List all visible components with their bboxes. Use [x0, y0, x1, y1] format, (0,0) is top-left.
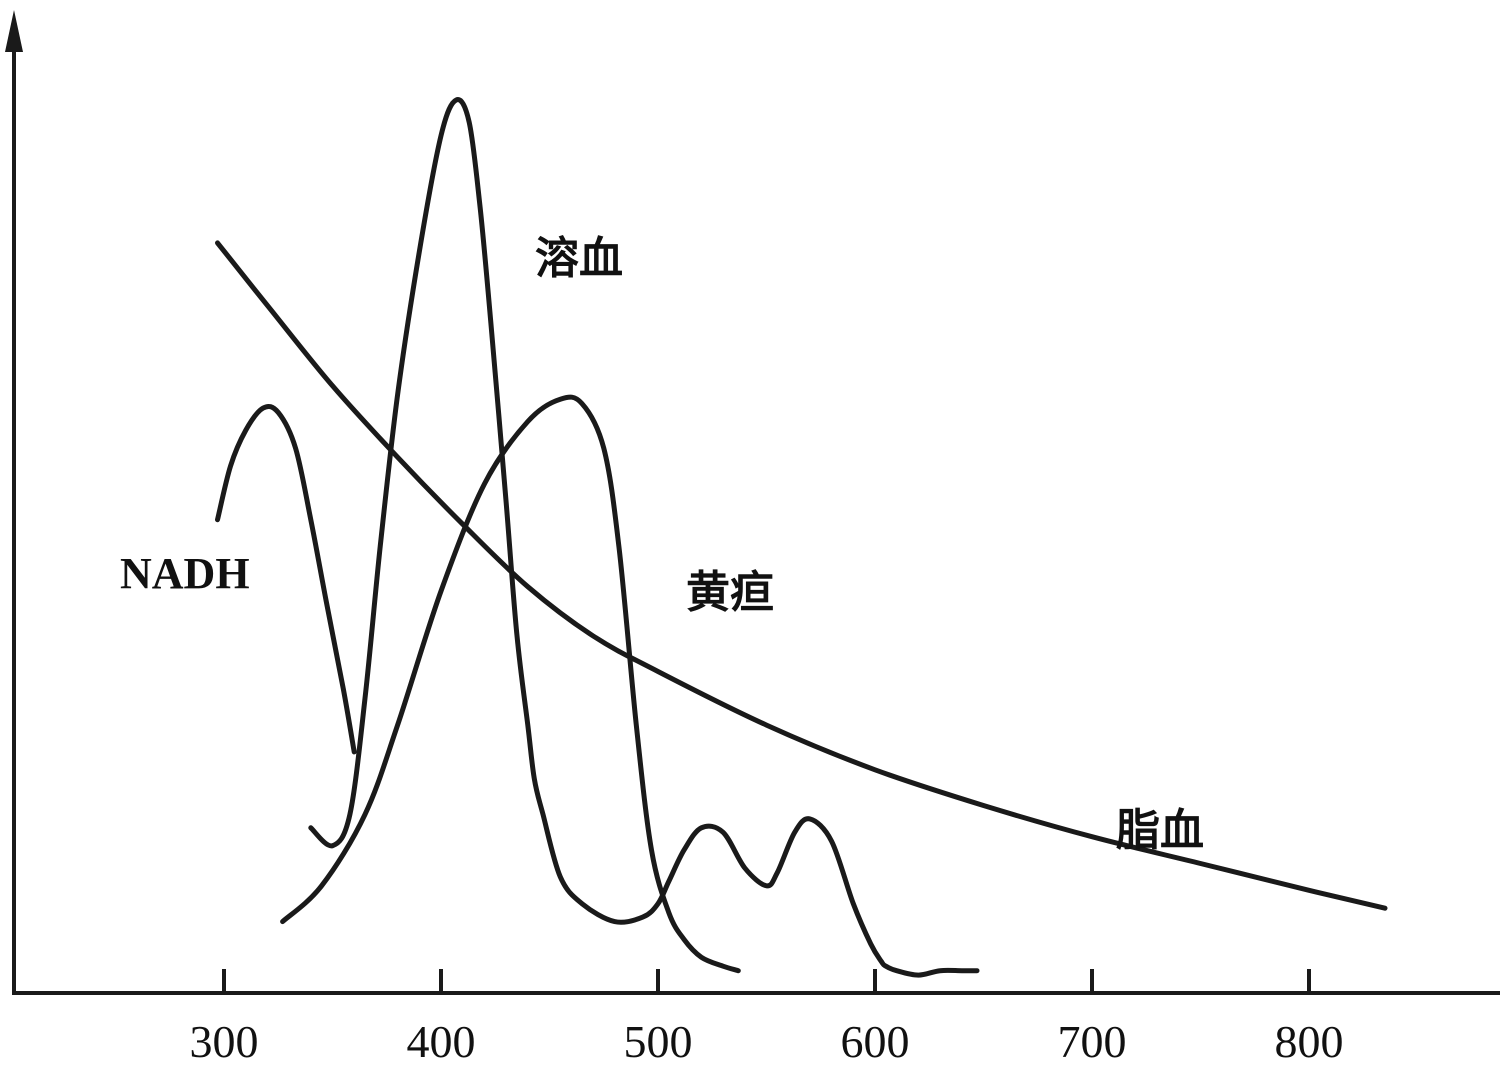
series-curves: [215, 97, 1388, 978]
series-curve-nadh: [215, 403, 357, 755]
x-tick-label: 700: [1058, 1016, 1127, 1067]
x-tick-label: 300: [190, 1016, 259, 1067]
x-tick-label: 600: [841, 1016, 910, 1067]
series-label: NADH: [120, 549, 250, 598]
x-tick-label: 400: [407, 1016, 476, 1067]
series-label: 黄疸: [686, 568, 774, 617]
x-ticks: 300 400 500 600 700 800: [190, 969, 1344, 1067]
series-curve-series-4: [215, 240, 1388, 911]
x-tick-label: 500: [624, 1016, 693, 1067]
y-axis-arrow: [5, 10, 23, 52]
series-curve-series-2: [308, 97, 980, 978]
series-label: 脂血: [1116, 806, 1204, 855]
series-curve-series-3: [280, 394, 741, 974]
x-tick-label: 800: [1275, 1016, 1344, 1067]
axes: [5, 10, 1500, 995]
series-label: 溶血: [535, 234, 623, 283]
